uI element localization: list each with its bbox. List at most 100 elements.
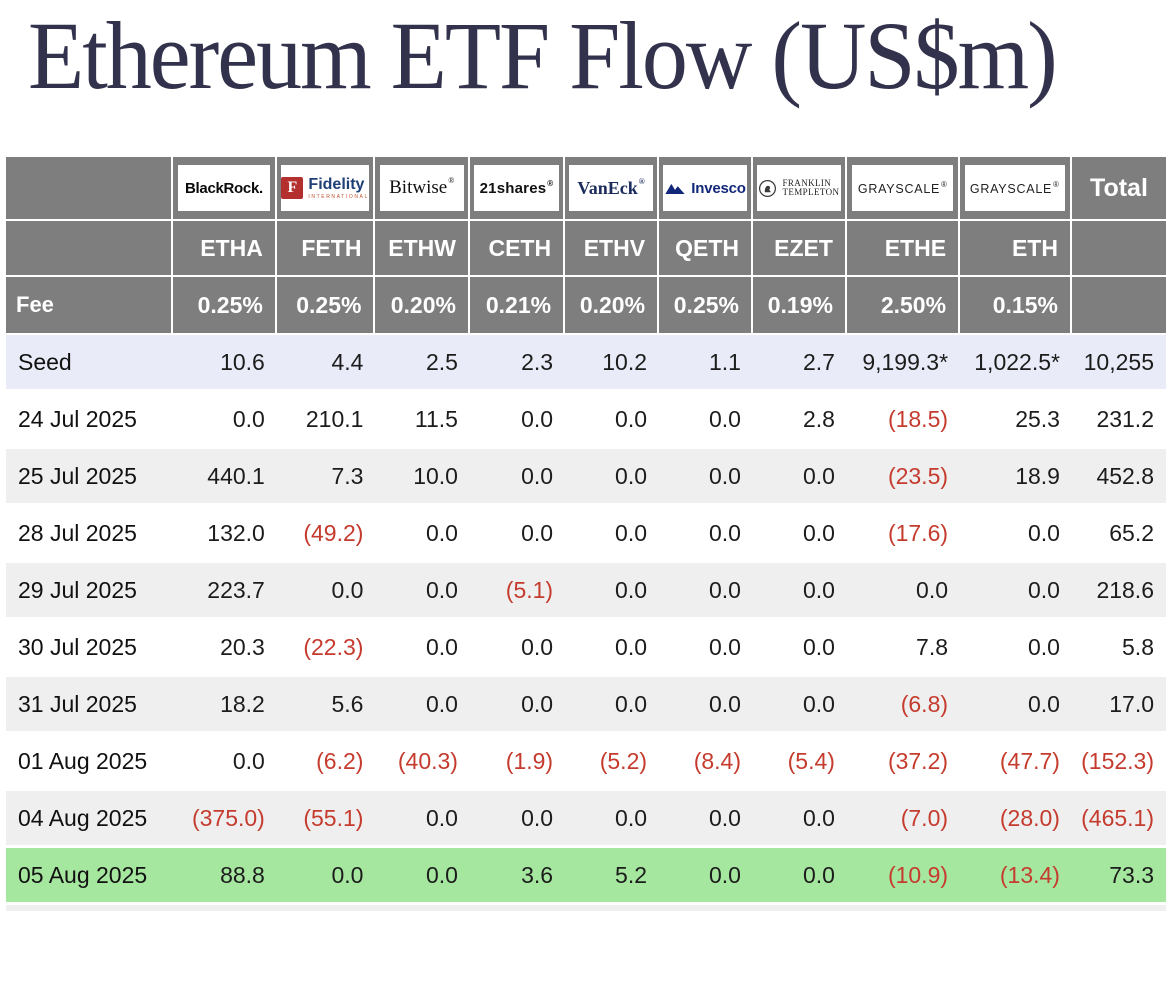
flow-value-cell: 0.0 (659, 449, 753, 507)
flow-value-cell: 5.2 (565, 848, 660, 906)
bitwise-logo: Bitwise® (379, 165, 464, 212)
row-date-label: 24 Jul 2025 (6, 392, 174, 450)
flow-value-cell: 88.8 (173, 848, 277, 906)
fidelity-logo: F Fidelity INTERNATIONAL (281, 165, 370, 212)
logo-text: 21shares® (479, 178, 554, 197)
row-date-label: Seed (6, 335, 174, 393)
flow-value-cell: 0.0 (469, 677, 566, 735)
flow-value-cell: 7.8 (846, 620, 961, 678)
flow-value-cell: 10.6 (173, 335, 277, 393)
flow-value-cell: (152.3) (1071, 734, 1166, 792)
fee-cell: 0.15% (960, 277, 1072, 336)
logo-subtext: INTERNATIONAL (308, 193, 369, 200)
row-date-label: 28 Jul 2025 (6, 506, 174, 564)
flow-value-cell: (18.5) (846, 392, 961, 450)
row-date-label: 29 Jul 2025 (6, 563, 174, 621)
flow-value-cell: 11.5 (375, 392, 470, 450)
logo-text-line1: FRANKLIN (782, 177, 832, 188)
logo-text: Invesco (691, 179, 746, 197)
row-date-label: 05 Aug 2025 (6, 848, 174, 906)
fee-cell: 0.19% (752, 277, 847, 336)
fee-cell: 2.50% (846, 277, 961, 336)
invesco-peaks-icon (664, 182, 686, 195)
flow-value-cell: (49.2) (276, 506, 376, 564)
flow-value-cell: 0.0 (659, 677, 753, 735)
flow-value-cell: (47.7) (960, 734, 1072, 792)
flow-value-cell: 0.0 (960, 506, 1072, 564)
flow-value-cell: 0.0 (375, 848, 470, 906)
flow-value-cell: (375.0) (173, 791, 277, 849)
ticker-cell: FETH (276, 221, 376, 278)
page-title: Ethereum ETF Flow (US$m) (28, 2, 1058, 110)
flow-value-cell: 0.0 (752, 449, 847, 507)
flow-value-cell: 0.0 (659, 506, 753, 564)
ticker-cell: ETHW (375, 221, 470, 278)
ticker-cell: ETH (960, 221, 1072, 278)
table-row: 05 Aug 2025 88.8 0.0 0.0 3.6 5.2 0.0 0.0 (10.9)(… (6, 848, 1166, 906)
ticker-cell: ETHA (173, 221, 277, 278)
table-row: Seed 10.6 4.4 2.5 2.3 10.2 1.1 2.7 9,199.3* 1,022… (6, 335, 1166, 393)
flow-value-cell: 73.3 (1071, 848, 1166, 906)
ticker-row: ETHA FETH ETHW CETH ETHV QETH EZET ETHE ETH (6, 221, 1166, 278)
etf-flow-table: BlackRock. F Fidelity INTERNATIONAL Bitwise®… (6, 157, 1166, 906)
logo-text: GRAYSCALE® (857, 179, 948, 196)
flow-value-cell: 223.7 (173, 563, 277, 621)
table-row: 04 Aug 2025 (375.0) (55.1) 0.0 0.0 0.0 0.0 0.0(… (6, 791, 1166, 849)
flow-value-cell: 0.0 (960, 677, 1072, 735)
flow-value-cell: (23.5) (846, 449, 961, 507)
invesco-logo: Invesco (663, 165, 747, 212)
flow-value-cell: 0.0 (375, 791, 470, 849)
flow-value-cell: 0.0 (752, 563, 847, 621)
flow-value-cell: 5.8 (1071, 620, 1166, 678)
provider-logo-cell: VanEck® (565, 157, 660, 222)
flow-value-cell: 0.0 (752, 791, 847, 849)
flow-value-cell: 2.5 (375, 335, 470, 393)
flow-value-cell: 0.0 (375, 506, 470, 564)
corner-blank-cell (6, 157, 174, 222)
blackrock-logo: BlackRock. (178, 165, 270, 212)
ticker-blank-cell (6, 221, 174, 278)
provider-logo-cell: GRAYSCALE® (846, 157, 961, 222)
flow-value-cell: 440.1 (173, 449, 277, 507)
flow-value-cell: (22.3) (276, 620, 376, 678)
franklin-wordmark: FRANKLIN TEMPLETON (782, 177, 839, 198)
flow-value-cell: 452.8 (1071, 449, 1166, 507)
ticker-cell: ETHV (565, 221, 660, 278)
flow-value-cell: 2.7 (752, 335, 847, 393)
flow-value-cell: 65.2 (1071, 506, 1166, 564)
flow-value-cell: 4.4 (276, 335, 376, 393)
flow-value-cell: 0.0 (469, 620, 566, 678)
flow-value-cell: 9,199.3* (846, 335, 961, 393)
ticker-cell: ETHE (846, 221, 961, 278)
flow-value-cell: 132.0 (173, 506, 277, 564)
flow-value-cell: 0.0 (565, 620, 660, 678)
flow-value-cell: 231.2 (1071, 392, 1166, 450)
flow-value-cell: 0.0 (659, 620, 753, 678)
flow-value-cell: 0.0 (752, 620, 847, 678)
flow-value-cell: 0.0 (565, 677, 660, 735)
partial-next-row (6, 905, 1166, 912)
fee-cell: 0.21% (469, 277, 566, 336)
flow-value-cell: 0.0 (659, 392, 753, 450)
flow-value-cell: 0.0 (173, 392, 277, 450)
flow-value-cell: 0.0 (565, 506, 660, 564)
flow-value-cell: (5.4) (752, 734, 847, 792)
flow-value-cell: (5.1) (469, 563, 566, 621)
grayscale-logo: GRAYSCALE® (964, 165, 1066, 212)
flow-value-cell: 10.2 (565, 335, 660, 393)
row-date-label: 04 Aug 2025 (6, 791, 174, 849)
flow-value-cell: 18.2 (173, 677, 277, 735)
flow-value-cell: (8.4) (659, 734, 753, 792)
fidelity-f-icon: F (281, 177, 304, 200)
provider-logo-row: BlackRock. F Fidelity INTERNATIONAL Bitwise®… (6, 157, 1166, 222)
provider-logo-cell: GRAYSCALE® (960, 157, 1072, 222)
flow-value-cell: (465.1) (1071, 791, 1166, 849)
table-row: 28 Jul 2025 132.0 (49.2) 0.0 0.0 0.0 0.0 0.0 (17… (6, 506, 1166, 564)
provider-logo-cell: BlackRock. (173, 157, 277, 222)
ticker-cell: EZET (752, 221, 847, 278)
flow-value-cell: 0.0 (752, 848, 847, 906)
flow-value-cell: 0.0 (752, 506, 847, 564)
table-header: BlackRock. F Fidelity INTERNATIONAL Bitwise®… (6, 157, 1166, 336)
flow-value-cell: 2.3 (469, 335, 566, 393)
flow-value-cell: (6.2) (276, 734, 376, 792)
